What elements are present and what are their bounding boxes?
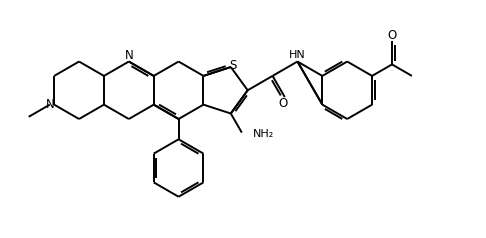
Text: HN: HN <box>289 50 306 60</box>
Text: N: N <box>124 49 133 62</box>
Text: N: N <box>45 98 54 111</box>
Text: S: S <box>229 59 236 72</box>
Text: NH₂: NH₂ <box>253 129 274 139</box>
Text: O: O <box>387 29 397 42</box>
Text: O: O <box>278 97 288 110</box>
